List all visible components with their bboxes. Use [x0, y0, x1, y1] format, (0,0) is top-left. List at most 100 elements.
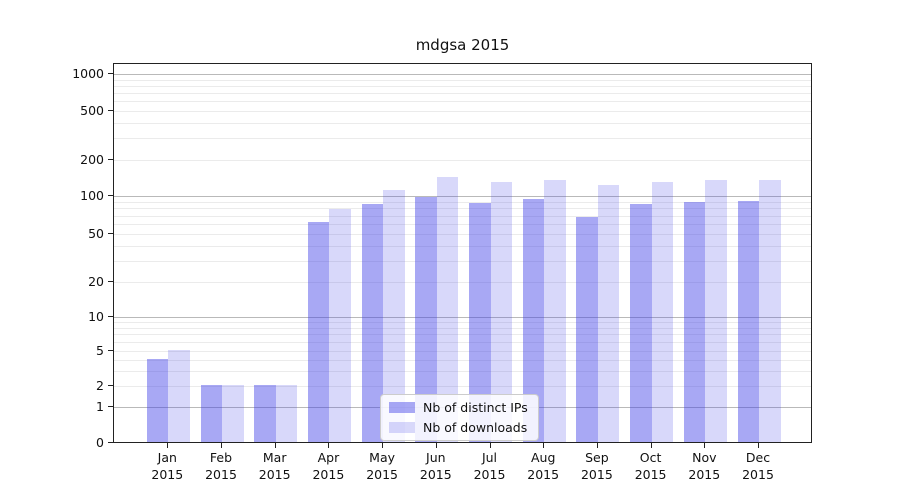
x-tick-mark-oct	[650, 443, 652, 448]
gridline-900	[114, 79, 811, 81]
y-tick-mark-500	[108, 110, 113, 111]
x-tick-month: Jan	[157, 450, 177, 465]
gridline-100	[114, 196, 811, 197]
y-tick-label-1000: 1000	[72, 66, 104, 81]
gridline-800	[114, 85, 811, 87]
x-tick-year: 2015	[634, 467, 667, 482]
y-tick-mark-5	[108, 350, 113, 351]
x-tick-month: Sep	[585, 450, 609, 465]
legend-row-downloads: Nb of downloads	[389, 420, 528, 435]
gridline-30	[114, 260, 811, 262]
bar-downloads-nov	[705, 179, 727, 442]
bar-downloads-mar	[275, 385, 298, 442]
x-tick-label-may: May 2015	[352, 449, 412, 483]
gridline-4	[114, 359, 811, 361]
y-tick-mark-100	[108, 195, 113, 196]
gridline-700	[114, 93, 811, 95]
y-tick-label-1: 1	[96, 399, 104, 414]
bar-downloads-apr	[329, 209, 351, 442]
gridline-20	[114, 282, 811, 283]
x-tick-month: Feb	[209, 450, 233, 465]
gridline-1000	[114, 74, 811, 75]
x-tick-mark-feb	[221, 443, 222, 448]
x-tick-year: 2015	[312, 467, 345, 482]
bar-downloads-aug	[544, 179, 566, 442]
y-tick-mark-0	[108, 442, 113, 443]
gridline-40	[114, 245, 811, 247]
gridline-70	[114, 215, 811, 217]
x-tick-label-nov: Nov 2015	[674, 449, 734, 483]
y-tick-mark-1	[108, 406, 113, 407]
bar-ips-apr	[307, 222, 330, 442]
x-tick-year: 2015	[151, 467, 184, 482]
gridline-2	[114, 386, 811, 387]
y-tick-mark-10	[108, 316, 113, 317]
x-tick-label-dec: Dec 2015	[728, 449, 788, 483]
gridline-8	[114, 327, 811, 329]
y-tick-label-5: 5	[96, 343, 104, 358]
gridline-600	[114, 101, 811, 103]
legend: Nb of distinct IPs Nb of downloads	[380, 394, 539, 441]
x-tick-month: Mar	[262, 450, 287, 465]
gridline-50	[114, 234, 811, 235]
x-tick-month: Apr	[317, 450, 340, 465]
x-tick-month: Oct	[639, 450, 662, 465]
x-tick-mark-jan	[167, 443, 169, 448]
gridline-80	[114, 208, 811, 210]
x-tick-mark-nov	[704, 443, 706, 448]
gridline-10	[114, 317, 811, 318]
gridline-300	[114, 138, 811, 140]
x-tick-year: 2015	[742, 467, 774, 482]
x-tick-mark-jun	[435, 443, 437, 448]
x-tick-label-feb: Feb 2015	[191, 449, 251, 483]
bar-ips-may	[361, 203, 384, 442]
gridline-5	[114, 351, 811, 352]
bar-ips-jul	[469, 203, 491, 442]
legend-swatch-ips-icon	[389, 402, 415, 413]
y-tick-mark-200	[108, 159, 113, 160]
gridline-400	[114, 122, 811, 124]
y-tick-mark-20	[108, 281, 113, 282]
bar-ips-jan	[146, 358, 169, 442]
x-tick-year: 2015	[688, 467, 721, 482]
bar-ips-feb	[200, 385, 222, 442]
y-tick-label-50: 50	[88, 226, 104, 241]
legend-label-ips: Nb of distinct IPs	[423, 400, 528, 415]
x-tick-year: 2015	[580, 467, 613, 482]
y-tick-label-10: 10	[88, 309, 104, 324]
x-tick-month: Dec	[745, 450, 771, 465]
bar-downloads-feb	[222, 385, 244, 442]
x-tick-year: 2015	[473, 467, 506, 482]
x-tick-month: Jun	[426, 450, 446, 465]
gridline-7	[114, 334, 811, 336]
x-tick-label-jan: Jan 2015	[137, 449, 197, 483]
bar-ips-jun	[415, 197, 437, 442]
x-tick-month: Nov	[692, 450, 717, 465]
x-tick-year: 2015	[419, 467, 452, 482]
bar-ips-dec	[737, 200, 759, 442]
y-tick-label-0: 0	[96, 435, 104, 450]
x-tick-label-jul: Jul 2015	[460, 449, 520, 483]
x-tick-mark-aug	[543, 443, 545, 448]
x-tick-year: 2015	[366, 467, 398, 482]
y-tick-label-2: 2	[96, 378, 104, 393]
x-tick-mark-sep	[596, 443, 598, 448]
gridline-6	[114, 342, 811, 344]
bar-ips-aug	[522, 198, 545, 442]
x-tick-label-apr: Apr 2015	[298, 449, 358, 483]
bar-ips-nov	[683, 202, 706, 442]
bar-downloads-sep	[597, 185, 620, 442]
x-tick-mark-may	[382, 443, 384, 448]
x-tick-label-jun: Jun 2015	[406, 449, 466, 483]
bar-downloads-may	[383, 190, 405, 442]
gridline-60	[114, 224, 811, 225]
bar-downloads-jul	[490, 182, 512, 442]
legend-row-ips: Nb of distinct IPs	[389, 400, 528, 415]
x-tick-mark-jul	[489, 443, 491, 448]
y-tick-mark-50	[108, 233, 113, 234]
x-tick-mark-apr	[328, 443, 330, 448]
x-tick-year: 2015	[527, 467, 560, 482]
bar-downloads-oct	[651, 182, 674, 442]
x-tick-label-oct: Oct 2015	[621, 449, 681, 483]
